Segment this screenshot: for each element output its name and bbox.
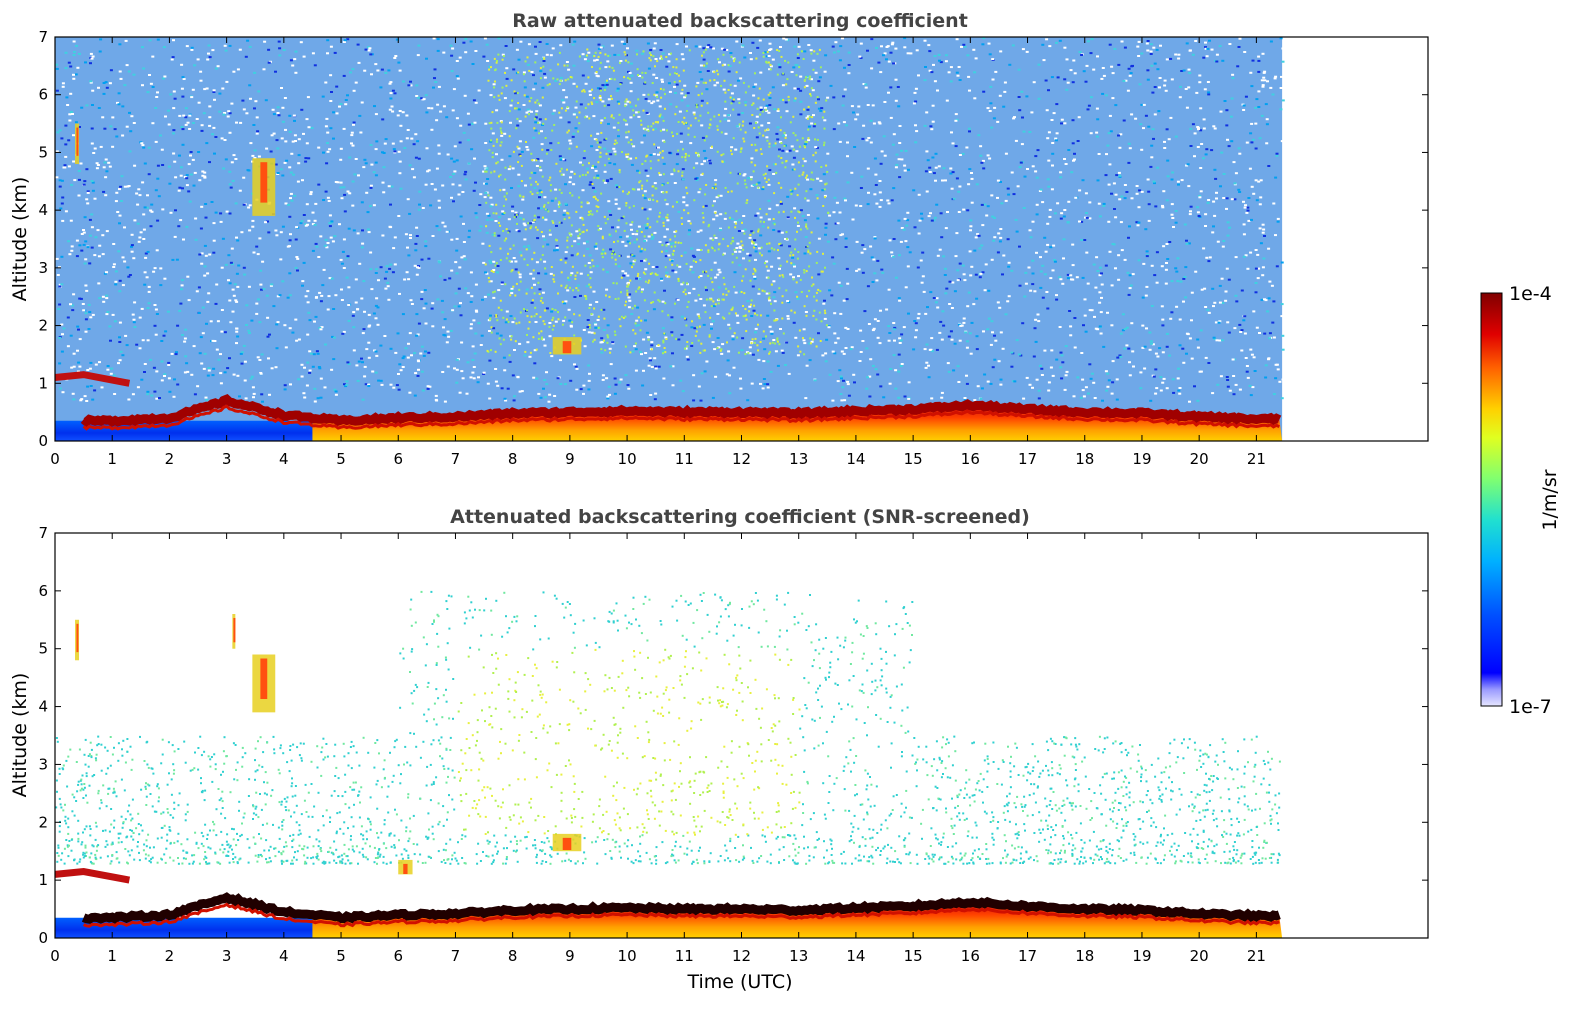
boundary-layer-inner [83, 902, 1280, 928]
elevated-aerosol-layer [54, 371, 131, 387]
x-tick-label: 12 [732, 450, 751, 468]
cloud-core [403, 863, 408, 875]
x-axis-label: Time (UTC) [686, 971, 792, 993]
screened-backscatter-panel: Attenuated backscattering coefficient (S… [9, 506, 1429, 993]
cloud-core [562, 341, 572, 354]
x-tick-label: 15 [904, 450, 923, 468]
x-tick-label: 18 [1075, 947, 1094, 965]
x-tick-label: 19 [1132, 450, 1151, 468]
colorbar-unit-label: 1/m/sr [1539, 469, 1561, 530]
x-tick-label: 1 [107, 947, 117, 965]
x-tick-label: 18 [1075, 450, 1094, 468]
x-tick-label: 13 [789, 450, 808, 468]
chart-title: Raw attenuated backscattering coefficien… [512, 10, 968, 32]
x-tick-label: 2 [165, 947, 175, 965]
cloud-core [260, 658, 268, 699]
x-tick-label: 9 [565, 450, 575, 468]
x-tick-label: 11 [675, 947, 694, 965]
y-axis-label: Altitude (km) [9, 177, 31, 302]
x-tick-label: 2 [165, 450, 175, 468]
x-tick-label: 4 [279, 450, 289, 468]
y-tick-label: 6 [38, 582, 48, 600]
y-tick-label: 0 [38, 929, 48, 947]
y-tick-label: 4 [38, 201, 48, 219]
boundary-layer-inner [82, 404, 1280, 431]
x-tick-label: 14 [846, 947, 865, 965]
x-tick-label: 7 [451, 450, 461, 468]
x-tick-label: 16 [961, 947, 980, 965]
x-tick-label: 8 [508, 947, 518, 965]
x-tick-label: 6 [393, 947, 403, 965]
x-tick-label: 17 [1018, 450, 1037, 468]
x-tick-label: 3 [222, 947, 232, 965]
cloud-core [233, 618, 236, 643]
axes: 0 1 2 3 4 5 6 7 8 9 10 11 12 13 14 15 16 17 18 19 20 21012345… [38, 28, 1428, 468]
y-axis-label: Altitude (km) [9, 673, 31, 798]
boundary-layer [55, 892, 1283, 938]
y-tick-label: 6 [38, 86, 48, 104]
y-tick-label: 1 [38, 871, 48, 889]
y-tick-label: 1 [38, 374, 48, 392]
raw-backscatter-panel: Raw attenuated backscattering coefficien… [9, 10, 1429, 468]
x-tick-label: 5 [336, 450, 346, 468]
cloud-core [562, 837, 572, 851]
x-tick-label: 3 [222, 450, 232, 468]
x-tick-label: 19 [1132, 947, 1151, 965]
y-tick-label: 5 [38, 143, 48, 161]
boundary-layer-top [80, 393, 1282, 428]
plot-frame [54, 532, 1429, 939]
y-tick-label: 0 [38, 432, 48, 450]
x-tick-label: 21 [1247, 947, 1266, 965]
x-tick-label: 5 [336, 947, 346, 965]
noise-texture [55, 37, 1285, 403]
noise-field [55, 37, 1283, 441]
aerosol-haze [484, 48, 830, 357]
colorbar-max-label: 1e-4 [1509, 283, 1552, 305]
x-tick-label: 9 [565, 947, 575, 965]
y-tick-label: 5 [38, 640, 48, 658]
x-tick-label: 1 [107, 450, 117, 468]
x-tick-label: 7 [451, 947, 461, 965]
x-tick-label: 6 [393, 450, 403, 468]
x-tick-label: 11 [675, 450, 694, 468]
chart-title: Attenuated backscattering coefficient (S… [450, 506, 1030, 528]
plot-area [54, 590, 1283, 938]
colorbar-min-label: 1e-7 [1509, 696, 1552, 718]
cloud-core [76, 623, 79, 653]
x-tick-label: 13 [789, 947, 808, 965]
y-tick-label: 2 [38, 317, 48, 335]
y-tick-label: 2 [38, 813, 48, 831]
colorbar-gradient [1480, 292, 1503, 707]
x-tick-label: 8 [508, 450, 518, 468]
cloud-core [260, 162, 268, 203]
boundary-layer [55, 393, 1283, 441]
cloud-core [76, 127, 79, 156]
x-tick-label: 20 [1190, 450, 1209, 468]
x-tick-label: 20 [1190, 947, 1209, 965]
x-tick-label: 14 [846, 450, 865, 468]
x-tick-label: 21 [1247, 450, 1266, 468]
y-tick-label: 3 [38, 755, 48, 773]
x-tick-label: 12 [732, 947, 751, 965]
x-tick-label: 17 [1018, 947, 1037, 965]
x-tick-label: 4 [279, 947, 289, 965]
y-tick-label: 7 [38, 28, 48, 46]
x-tick-label: 10 [618, 947, 637, 965]
screened-scatter [55, 590, 1281, 865]
x-tick-label: 0 [50, 947, 60, 965]
y-tick-label: 7 [38, 524, 48, 542]
boundary-layer-top [81, 892, 1281, 925]
y-tick-label: 4 [38, 698, 48, 716]
axes: 0 1 2 3 4 5 6 7 8 9 10 11 12 13 14 15 16 17 18 19 20 21012345… [38, 524, 1428, 965]
x-tick-label: 16 [961, 450, 980, 468]
x-tick-label: 0 [50, 450, 60, 468]
x-tick-label: 10 [618, 450, 637, 468]
y-tick-label: 3 [38, 259, 48, 277]
x-tick-label: 15 [904, 947, 923, 965]
colorbar: 1e-4 1e-7 1/m/sr [1480, 283, 1561, 718]
plot-area [54, 37, 1285, 441]
elevated-aerosol-layer [54, 867, 131, 884]
